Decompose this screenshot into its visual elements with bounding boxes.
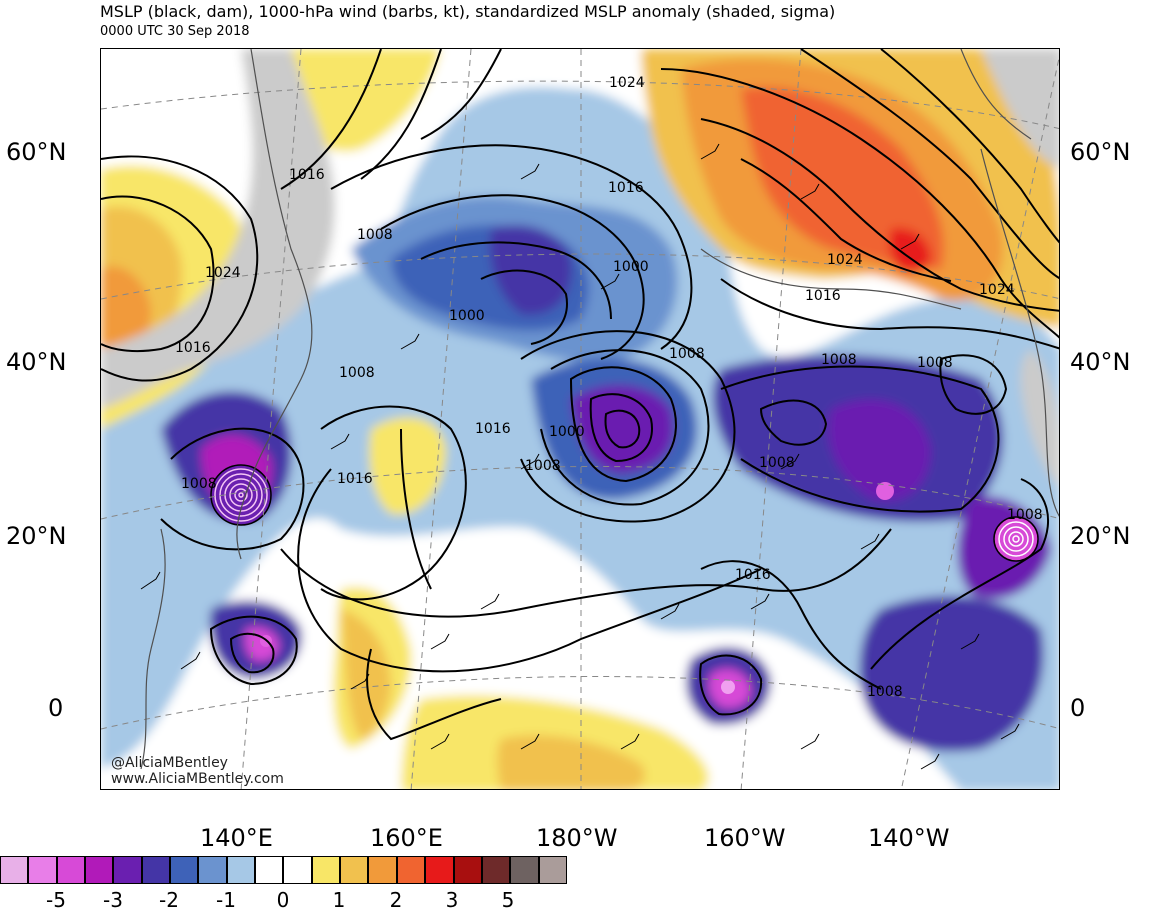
colorbar-label: 2 <box>389 888 403 912</box>
map-subtitle: 0000 UTC 30 Sep 2018 <box>100 24 250 39</box>
lat-label-left: 40°N <box>6 348 67 376</box>
contour-label: 1008 <box>525 458 561 474</box>
lon-label: 140°E <box>200 824 273 852</box>
colorbar-swatch <box>368 856 397 884</box>
lat-label-right: 20°N <box>1070 522 1131 550</box>
colorbar-label: -2 <box>159 888 179 912</box>
lat-label-left: 20°N <box>6 522 67 550</box>
colorbar-swatch <box>481 856 511 884</box>
lat-label-left: 60°N <box>6 138 67 166</box>
coastlines <box>140 49 1059 770</box>
colorbar-swatch <box>28 856 57 884</box>
colorbar-label: -1 <box>216 888 236 912</box>
colorbar-swatch <box>538 856 567 884</box>
contour-label: 1024 <box>827 252 863 268</box>
contour-label: 1016 <box>735 567 771 583</box>
contour-label: 1008 <box>181 476 217 492</box>
map-title: MSLP (black, dam), 1000-hPa wind (barbs,… <box>100 2 836 21</box>
contour-label: 1008 <box>357 227 393 243</box>
credit-handle: @AliciaMBentley <box>111 755 228 771</box>
typhoon-right <box>993 516 1039 562</box>
lon-label: 160°E <box>370 824 443 852</box>
isobars <box>101 49 1059 741</box>
contour-label: 1016 <box>805 288 841 304</box>
map-canvas <box>101 49 1059 789</box>
colorbar-swatch <box>425 856 454 884</box>
colorbar-swatch <box>170 856 199 884</box>
contour-label: 1016 <box>337 471 373 487</box>
contour-label: 1024 <box>979 282 1015 298</box>
contour-label: 1008 <box>821 352 857 368</box>
colorbar-label: -5 <box>46 888 66 912</box>
colorbar-label: 3 <box>445 888 459 912</box>
lat-label-right: 40°N <box>1070 348 1131 376</box>
colorbar-swatch <box>453 856 482 884</box>
credit-website: www.AliciaMBentley.com <box>111 771 284 787</box>
contour-label: 1016 <box>289 167 325 183</box>
colorbar-label: 0 <box>276 888 290 912</box>
lat-label-right: 0 <box>1070 694 1086 722</box>
colorbar <box>0 856 567 886</box>
lon-label: 140°W <box>868 824 950 852</box>
colorbar-label: 5 <box>501 888 515 912</box>
colorbar-swatch <box>510 856 539 884</box>
graticule <box>101 49 1059 789</box>
contour-label: 1008 <box>1007 507 1043 523</box>
contour-label: 1008 <box>669 346 705 362</box>
contour-label: 1000 <box>613 259 649 275</box>
colorbar-swatch <box>141 856 171 884</box>
colorbar-swatch <box>255 856 284 884</box>
colorbar-swatch <box>0 856 29 884</box>
wind-barbs <box>140 143 1020 770</box>
contour-label: 1016 <box>475 421 511 437</box>
anomaly-shading <box>101 49 1059 789</box>
colorbar-swatch <box>56 856 86 884</box>
colorbar-label: -3 <box>103 888 123 912</box>
colorbar-swatch <box>396 856 426 884</box>
colorbar-swatch <box>283 856 312 884</box>
contour-label: 1008 <box>867 684 903 700</box>
lat-label-left: 0 <box>48 694 64 722</box>
contour-label: 1008 <box>917 355 953 371</box>
lat-label-right: 60°N <box>1070 138 1131 166</box>
map-panel: 1024 1016 1008 1024 1000 1016 1000 1008 … <box>100 48 1060 790</box>
contour-label: 1008 <box>339 365 375 381</box>
colorbar-swatch <box>85 856 114 884</box>
colorbar-swatch <box>226 856 256 884</box>
colorbar-swatch <box>340 856 369 884</box>
colorbar-label: 1 <box>332 888 346 912</box>
colorbar-swatch <box>311 856 341 884</box>
lon-label: 180°W <box>536 824 618 852</box>
lon-label: 160°W <box>704 824 786 852</box>
contour-label: 1000 <box>549 424 585 440</box>
contour-label: 1000 <box>449 308 485 324</box>
contour-label: 1024 <box>609 75 645 91</box>
contour-label: 1016 <box>608 180 644 196</box>
contour-label: 1016 <box>175 340 211 356</box>
typhoon-left <box>210 464 272 526</box>
contour-label: 1008 <box>759 455 795 471</box>
colorbar-swatch <box>113 856 142 884</box>
colorbar-swatch <box>198 856 227 884</box>
contour-label: 1024 <box>205 265 241 281</box>
